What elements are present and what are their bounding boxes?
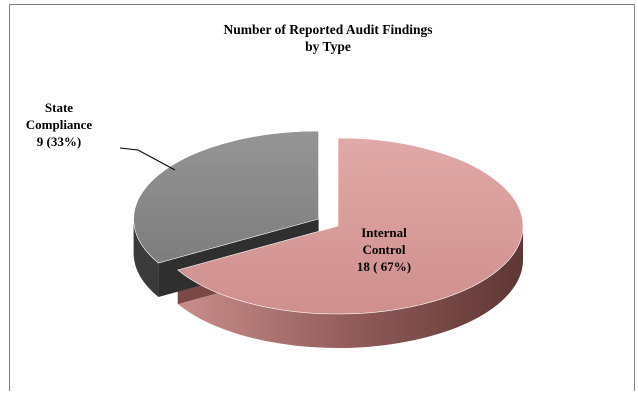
internal-control-slice xyxy=(177,137,524,315)
chart-title-line-1: Number of Reported Audit Findings xyxy=(223,22,432,37)
internal-control-value-label: 18 ( 67%) xyxy=(357,259,411,274)
pie-slices xyxy=(133,130,524,348)
state-compliance-leader-line xyxy=(119,147,176,171)
state-compliance-value-label: 9 (33%) xyxy=(37,134,81,149)
internal-control-label-line-2: Control xyxy=(362,242,405,257)
state-compliance-slice xyxy=(133,130,319,264)
state-compliance-label-line-2: Compliance xyxy=(26,117,93,132)
state-compliance-side xyxy=(133,219,159,297)
internal-control-side xyxy=(177,226,524,348)
state-compliance-label-line-1: State xyxy=(45,100,73,115)
internal-control-label-line-1: Internal xyxy=(361,225,407,240)
chart-title-line-2: by Type xyxy=(305,39,351,54)
